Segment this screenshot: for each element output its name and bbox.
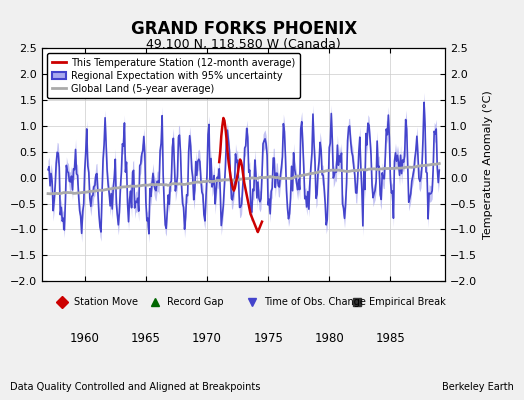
- Text: Berkeley Earth: Berkeley Earth: [442, 382, 514, 392]
- Text: GRAND FORKS PHOENIX: GRAND FORKS PHOENIX: [130, 20, 357, 38]
- Text: 1965: 1965: [131, 332, 161, 345]
- Text: 49.100 N, 118.580 W (Canada): 49.100 N, 118.580 W (Canada): [146, 38, 341, 51]
- Text: Station Move: Station Move: [74, 297, 138, 307]
- Y-axis label: Temperature Anomaly (°C): Temperature Anomaly (°C): [483, 90, 493, 239]
- Text: Data Quality Controlled and Aligned at Breakpoints: Data Quality Controlled and Aligned at B…: [10, 382, 261, 392]
- Text: 1985: 1985: [376, 332, 405, 345]
- Text: Empirical Break: Empirical Break: [369, 297, 445, 307]
- Text: 1980: 1980: [314, 332, 344, 345]
- Text: Time of Obs. Change: Time of Obs. Change: [264, 297, 366, 307]
- Legend: This Temperature Station (12-month average), Regional Expectation with 95% uncer: This Temperature Station (12-month avera…: [47, 53, 300, 98]
- Text: 1960: 1960: [70, 332, 100, 345]
- Text: 1975: 1975: [253, 332, 283, 345]
- Text: Record Gap: Record Gap: [167, 297, 224, 307]
- Text: 1970: 1970: [192, 332, 222, 345]
